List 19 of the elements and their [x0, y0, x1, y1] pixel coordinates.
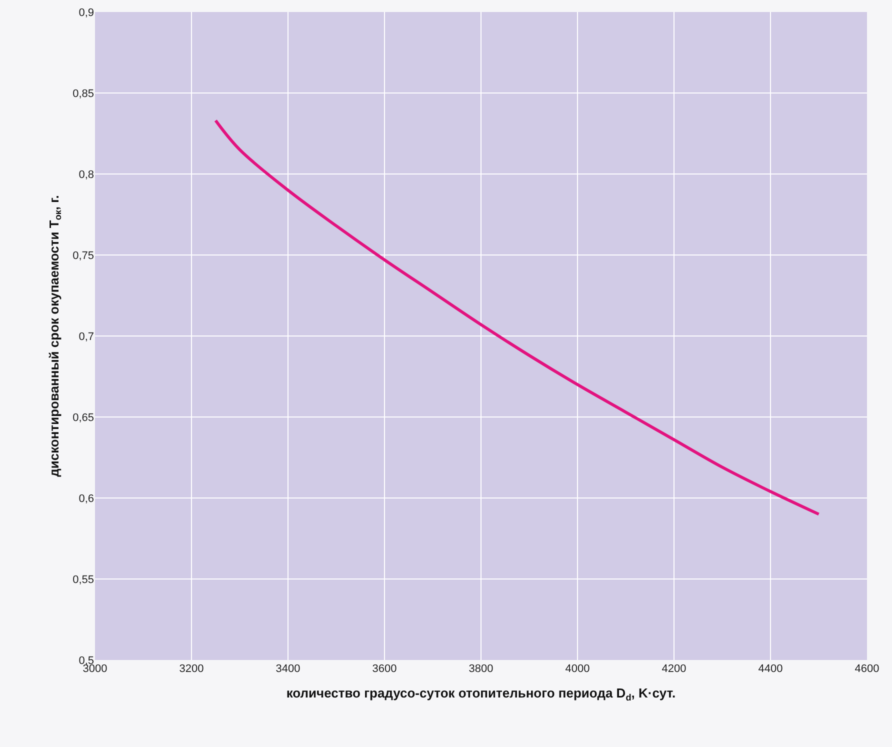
- x-tick-label: 3400: [276, 663, 300, 675]
- y-tick-label: 0,6: [78, 492, 94, 505]
- y-tick-label: 0,75: [72, 250, 94, 262]
- x-tick-label: 4000: [565, 663, 590, 675]
- y-tick-label: 0,7: [78, 330, 94, 343]
- x-tick-label: 3200: [179, 663, 204, 675]
- x-tick-label: 3000: [82, 663, 108, 675]
- x-axis-title: количество градусо-суток отопительного периода D$_{d}$, K·сут.: [286, 686, 676, 702]
- x-tick-label: 3600: [372, 663, 397, 675]
- x-tick-label: 4400: [758, 663, 783, 675]
- y-tick-label: 0,65: [72, 412, 94, 424]
- line-series: [214, 119, 820, 516]
- x-tick-label: 3800: [468, 663, 494, 675]
- y-tick-label: 0,55: [72, 574, 94, 586]
- x-tick-label: 4600: [854, 663, 880, 675]
- y-tick-label: 0,9: [78, 6, 94, 19]
- y-tick-label: 0,8: [78, 168, 94, 181]
- y-tick-label: 0,85: [72, 88, 94, 100]
- x-tick-label: 4200: [662, 663, 686, 675]
